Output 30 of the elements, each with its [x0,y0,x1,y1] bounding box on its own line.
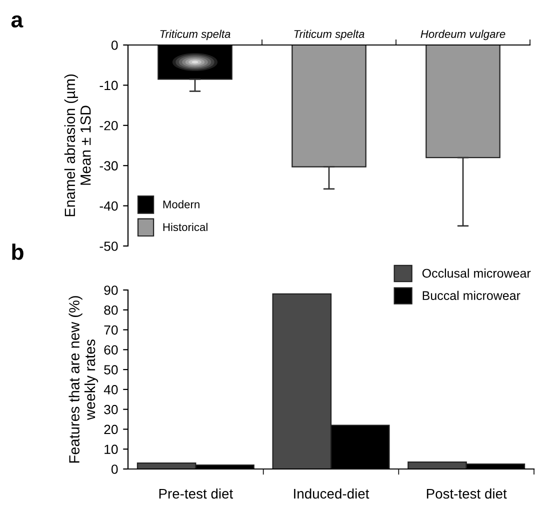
y-tick-label: -10 [100,80,118,90]
y-tick-label: 30 [104,404,118,414]
y-tick-label: 40 [104,385,118,394]
legend-label: Modern [163,200,200,208]
legend-label: Historical [163,222,208,232]
y-tick-label: 70 [104,325,118,335]
x-tick-label: Triticum spelta [294,30,364,40]
x-tick-label: Pre-test diet [159,488,234,499]
y-tick-label: 60 [104,345,118,355]
y-tick-label: 50 [104,365,118,374]
y-tick-label: 90 [104,286,118,295]
y-tick-label: 0 [111,464,118,474]
chart-title: a [11,15,24,28]
y-tick-label: 10 [104,444,118,454]
y-axis-title: Features that are new (%) weekly rates [68,296,98,463]
x-tick-label: Induced-diet [294,488,370,499]
y-tick-label: -40 [100,201,118,211]
y-tick-label: -30 [100,161,118,171]
y-tick-label: -20 [100,120,118,130]
y-axis-title: Enamel abrasion (µm) Mean ± 1SD [64,74,91,216]
y-tick-label: 0 [111,40,118,50]
y-tick-label: -50 [100,242,118,251]
chart-title: b [12,244,24,260]
legend-label: Occlusal microwear [422,268,531,278]
x-tick-label: Post-test diet [426,488,507,499]
y-tick-label: 80 [104,305,118,315]
legend-label: Buccal microwear [422,290,520,300]
x-tick-label: Hordeum vulgare [420,30,506,40]
x-tick-label: Triticum spelta [160,30,230,40]
y-tick-label: 20 [104,424,118,434]
